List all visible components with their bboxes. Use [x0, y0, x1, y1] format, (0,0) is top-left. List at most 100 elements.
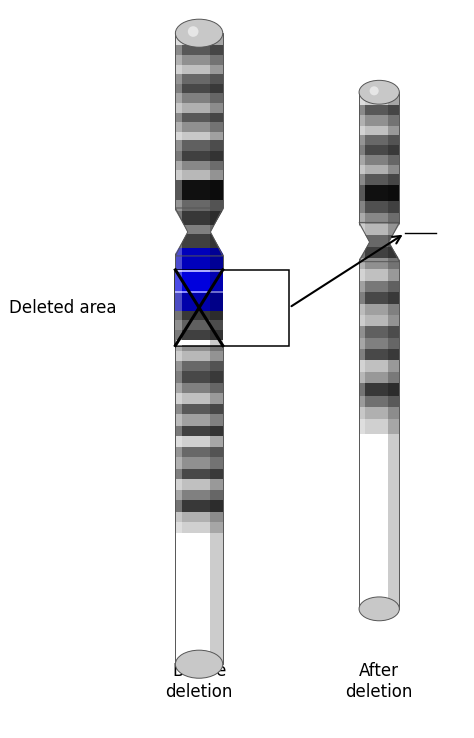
Bar [175, 490, 223, 500]
Bar [175, 113, 223, 122]
Bar [175, 362, 223, 371]
Bar [175, 270, 223, 272]
Bar [359, 338, 399, 349]
Bar [175, 270, 182, 345]
Bar [359, 92, 399, 106]
Bar [175, 234, 223, 248]
Bar [359, 407, 399, 418]
Bar [175, 33, 182, 664]
Polygon shape [389, 222, 401, 262]
Bar [175, 458, 223, 469]
Bar [175, 393, 223, 404]
Bar [175, 435, 223, 447]
Bar [175, 291, 223, 293]
Text: After
deletion: After deletion [346, 662, 413, 701]
Bar [175, 122, 223, 131]
Bar [175, 161, 223, 170]
Bar [175, 131, 223, 140]
Polygon shape [174, 208, 188, 256]
Bar [175, 426, 223, 435]
Bar [359, 303, 399, 315]
Bar [175, 414, 223, 426]
Bar [175, 33, 223, 44]
Bar [359, 246, 399, 258]
Bar [175, 500, 223, 511]
Bar [359, 349, 399, 360]
Ellipse shape [370, 86, 379, 95]
Bar [359, 145, 399, 155]
Bar [359, 224, 399, 235]
Polygon shape [358, 222, 370, 262]
Bar [175, 179, 223, 200]
Bar [175, 55, 223, 65]
Bar [175, 248, 223, 270]
Bar [175, 270, 223, 272]
Bar [359, 213, 399, 224]
Bar [175, 383, 223, 393]
Bar [359, 326, 399, 338]
Bar [175, 272, 223, 291]
Polygon shape [210, 208, 224, 256]
Bar [175, 511, 223, 522]
Bar [175, 320, 223, 330]
Bar [359, 372, 399, 383]
Ellipse shape [359, 80, 399, 104]
Bar [175, 293, 223, 311]
Bar [359, 396, 399, 407]
Bar [175, 330, 223, 340]
Bar [175, 320, 223, 330]
Bar [175, 291, 223, 293]
Ellipse shape [175, 19, 223, 47]
Bar [359, 281, 399, 292]
Bar [359, 315, 399, 326]
Ellipse shape [188, 27, 199, 37]
Bar [175, 293, 223, 311]
Bar [175, 74, 223, 83]
Bar [175, 522, 223, 533]
Bar [175, 65, 223, 74]
Bar [388, 92, 399, 609]
Bar [359, 126, 399, 135]
Bar [175, 469, 223, 479]
Bar [210, 270, 223, 345]
Bar [175, 479, 223, 490]
Bar [175, 211, 223, 225]
Bar [175, 340, 223, 351]
Bar [359, 116, 399, 126]
Bar [175, 92, 223, 103]
Bar [175, 83, 223, 92]
Bar [175, 44, 223, 55]
Bar [359, 292, 399, 303]
Text: Before
deletion: Before deletion [165, 662, 233, 701]
Bar [359, 155, 399, 165]
Bar [359, 418, 399, 434]
Bar [175, 170, 223, 179]
Bar [359, 165, 399, 174]
Text: Deleted area: Deleted area [9, 299, 117, 317]
Bar [175, 330, 223, 340]
Ellipse shape [175, 650, 223, 678]
Bar [359, 106, 399, 116]
Bar [175, 270, 289, 345]
Bar [359, 201, 399, 213]
Bar [359, 360, 399, 372]
Bar [359, 135, 399, 145]
Bar [175, 200, 223, 211]
Bar [175, 272, 223, 291]
Bar [210, 33, 223, 664]
Bar [175, 351, 223, 362]
Bar [359, 235, 399, 246]
Bar [359, 258, 399, 269]
Bar [175, 311, 223, 320]
Bar [175, 103, 223, 113]
Bar [175, 225, 223, 234]
Bar [175, 447, 223, 458]
Ellipse shape [359, 597, 399, 621]
Bar [359, 174, 399, 184]
Bar [359, 92, 365, 609]
Bar [175, 371, 223, 383]
Bar [175, 140, 223, 151]
Bar [359, 383, 399, 396]
Bar [175, 311, 223, 320]
Bar [175, 404, 223, 414]
